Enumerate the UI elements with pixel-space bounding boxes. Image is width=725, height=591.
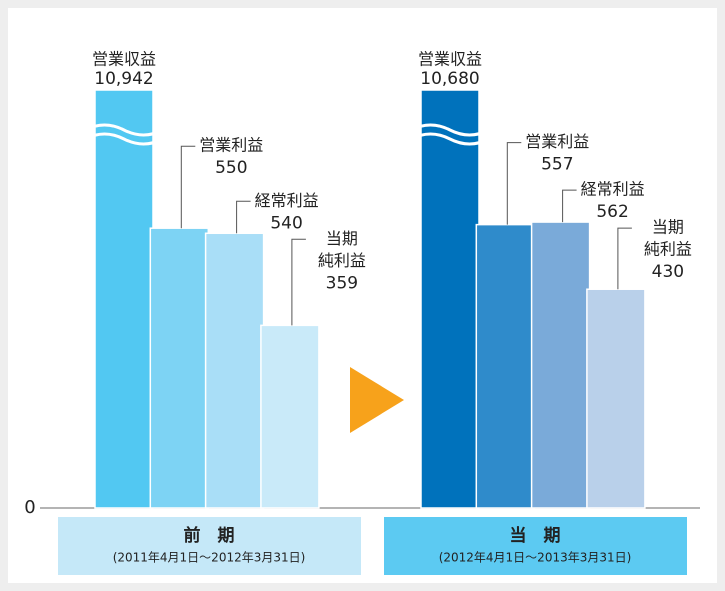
value-label: 550 <box>215 158 247 178</box>
value-label: 540 <box>270 213 302 233</box>
series-label: 当期 <box>652 218 684 237</box>
leader-line <box>562 189 577 223</box>
value-label: 359 <box>326 273 358 293</box>
axis-break <box>410 132 490 146</box>
leader-line <box>506 142 522 225</box>
category-period: (2011年4月1日～2012年3月31日) <box>113 551 306 565</box>
x-tick-label: 前 期 <box>184 525 235 546</box>
series-label: 経常利益 <box>255 191 319 210</box>
axis-break <box>84 123 164 137</box>
series-label: 営業利益 <box>525 132 589 151</box>
category-box <box>58 517 361 575</box>
x-tick-label: 当 期 <box>510 525 561 546</box>
arrow <box>350 367 404 433</box>
category-box <box>384 517 687 575</box>
series-label: 営業利益 <box>199 136 263 155</box>
bar <box>530 221 591 509</box>
value-label: 430 <box>652 262 684 282</box>
series-label: 当期 <box>326 229 358 248</box>
bar <box>475 223 536 509</box>
leader-line <box>291 238 306 326</box>
axis-break <box>84 132 164 146</box>
series-label: 純利益 <box>318 251 366 270</box>
value-label: 557 <box>541 155 573 175</box>
bar <box>586 288 646 509</box>
axis-break <box>410 123 490 137</box>
value-label: 562 <box>596 202 628 222</box>
y-tick-label: 0 <box>24 497 35 518</box>
bar <box>420 89 480 509</box>
bar <box>260 324 320 509</box>
series-label: 営業収益 <box>92 50 156 69</box>
series-label: 経常利益 <box>581 180 645 199</box>
value-label: 10,942 <box>94 69 153 89</box>
series-label: 純利益 <box>644 240 692 259</box>
leader-line <box>180 145 196 229</box>
category-period: (2012年4月1日～2013年3月31日) <box>439 551 632 565</box>
bar <box>149 227 210 509</box>
value-label: 10,680 <box>420 69 479 89</box>
bar <box>204 232 265 509</box>
bar <box>94 89 154 509</box>
series-label: 営業収益 <box>418 50 482 69</box>
leader-line <box>236 200 251 234</box>
leader-line <box>617 227 632 290</box>
